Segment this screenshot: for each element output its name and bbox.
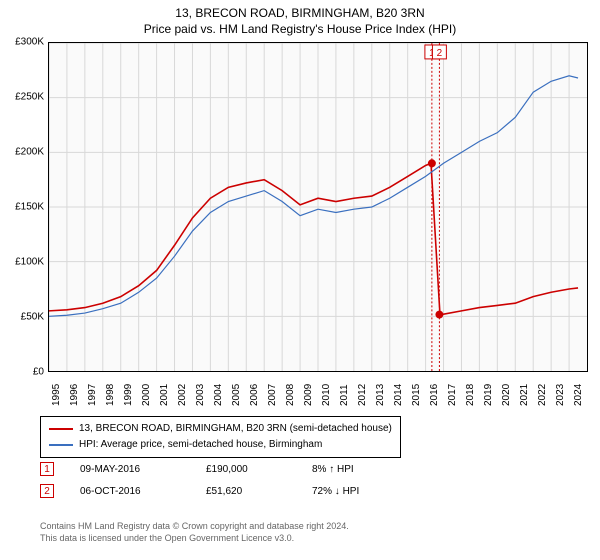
transaction-row: 1 09-MAY-2016 £190,000 8% ↑ HPI: [40, 458, 412, 480]
x-tick-label: 2024: [573, 384, 584, 406]
y-tick-label: £300K: [15, 37, 44, 48]
legend-swatch: [49, 428, 73, 430]
x-tick-label: 1998: [105, 384, 116, 406]
x-tick-label: 2011: [339, 384, 350, 406]
x-tick-label: 2019: [483, 384, 494, 406]
x-tick-label: 2003: [195, 384, 206, 406]
x-axis: 1995 1996 1997 1998 1999 2000 2001 2002 2003 2004…: [48, 376, 588, 416]
legend-label: HPI: Average price, semi-detached house,…: [79, 437, 322, 453]
y-axis: £0£50K£100K£150K£200K£250K£300K: [0, 42, 46, 372]
y-tick-label: £250K: [15, 92, 44, 103]
legend-label: 13, BRECON ROAD, BIRMINGHAM, B20 3RN (se…: [79, 421, 392, 437]
y-tick-label: £50K: [21, 312, 44, 323]
x-tick-label: 2004: [213, 384, 224, 406]
transactions-table: 1 09-MAY-2016 £190,000 8% ↑ HPI 2 06-OCT-2016…: [40, 458, 412, 502]
x-tick-label: 1997: [87, 384, 98, 406]
x-tick-label: 1996: [69, 384, 80, 406]
x-tick-label: 2021: [519, 384, 530, 406]
x-tick-label: 1995: [51, 384, 62, 406]
x-tick-label: 2005: [231, 384, 242, 406]
x-tick-label: 2014: [393, 384, 404, 406]
x-tick-label: 1999: [123, 384, 134, 406]
legend: 13, BRECON ROAD, BIRMINGHAM, B20 3RN (se…: [40, 416, 401, 458]
chart-container: 13, BRECON ROAD, BIRMINGHAM, B20 3RN Pri…: [0, 0, 600, 560]
svg-text:2: 2: [437, 48, 443, 59]
transaction-row: 2 06-OCT-2016 £51,620 72% ↓ HPI: [40, 480, 412, 502]
x-tick-label: 2000: [141, 384, 152, 406]
transaction-marker: 1: [40, 462, 54, 476]
transaction-date: 06-OCT-2016: [80, 486, 180, 497]
x-tick-label: 2022: [537, 384, 548, 406]
chart-title: 13, BRECON ROAD, BIRMINGHAM, B20 3RN: [0, 0, 600, 20]
y-tick-label: £150K: [15, 202, 44, 213]
transaction-delta: 72% ↓ HPI: [312, 486, 412, 497]
x-tick-label: 2002: [177, 384, 188, 406]
footer-line1: Contains HM Land Registry data © Crown c…: [40, 520, 349, 532]
plot-area: 12: [48, 42, 588, 372]
y-tick-label: £0: [33, 367, 44, 378]
x-tick-label: 2012: [357, 384, 368, 406]
x-tick-label: 2010: [321, 384, 332, 406]
x-tick-label: 2016: [429, 384, 440, 406]
transaction-price: £190,000: [206, 464, 286, 475]
x-tick-label: 2008: [285, 384, 296, 406]
y-tick-label: £200K: [15, 147, 44, 158]
x-tick-label: 2023: [555, 384, 566, 406]
transaction-price: £51,620: [206, 486, 286, 497]
x-tick-label: 2001: [159, 384, 170, 406]
transaction-marker: 2: [40, 484, 54, 498]
x-tick-label: 2015: [411, 384, 422, 406]
x-tick-label: 2007: [267, 384, 278, 406]
x-tick-label: 2009: [303, 384, 314, 406]
plot-svg: 12: [49, 43, 587, 371]
x-tick-label: 2006: [249, 384, 260, 406]
legend-swatch: [49, 444, 73, 446]
x-tick-label: 2013: [375, 384, 386, 406]
chart-subtitle: Price paid vs. HM Land Registry's House …: [0, 20, 600, 36]
y-tick-label: £100K: [15, 257, 44, 268]
transaction-delta: 8% ↑ HPI: [312, 464, 412, 475]
legend-row: 13, BRECON ROAD, BIRMINGHAM, B20 3RN (se…: [49, 421, 392, 437]
legend-row: HPI: Average price, semi-detached house,…: [49, 437, 392, 453]
footer-line2: This data is licensed under the Open Gov…: [40, 532, 349, 544]
footer-attribution: Contains HM Land Registry data © Crown c…: [40, 520, 349, 544]
x-tick-label: 2017: [447, 384, 458, 406]
x-tick-label: 2020: [501, 384, 512, 406]
transaction-date: 09-MAY-2016: [80, 464, 180, 475]
x-tick-label: 2018: [465, 384, 476, 406]
